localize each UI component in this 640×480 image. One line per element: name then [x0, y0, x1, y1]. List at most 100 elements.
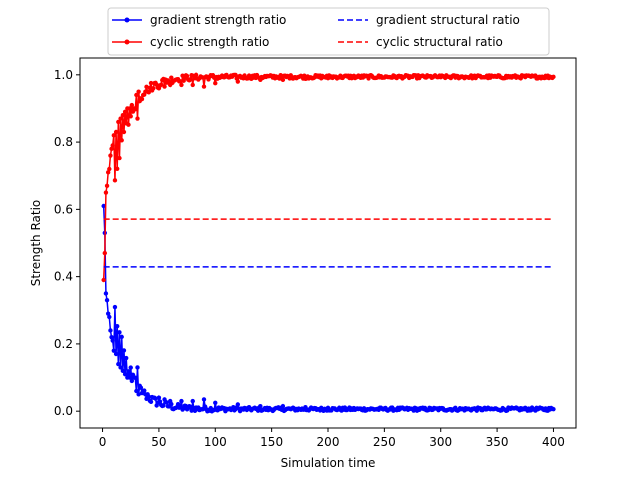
data-point: [122, 109, 128, 115]
data-point: [134, 92, 139, 98]
data-point: [112, 178, 118, 183]
data-point: [112, 304, 118, 310]
legend-entry-cyclic-strength: cyclic strength ratio: [150, 35, 269, 49]
data-point: [111, 348, 117, 353]
data-point: [551, 74, 556, 80]
data-point: [136, 89, 141, 94]
y-axis: 0.0 0.2 0.4 0.6 0.8 1.0: [54, 68, 80, 418]
data-point: [124, 355, 129, 361]
data-point: [119, 334, 124, 340]
data-point: [190, 82, 195, 88]
data-point: [119, 138, 124, 143]
x-tick-label: 400: [542, 435, 565, 449]
data-point: [190, 398, 195, 404]
data-point: [122, 371, 128, 377]
x-tick-label: 0: [99, 435, 107, 449]
data-point: [138, 385, 144, 390]
data-point: [117, 155, 122, 161]
data-point: [109, 146, 114, 152]
data-point: [129, 378, 135, 384]
data-point: [162, 84, 167, 89]
data-point: [169, 75, 174, 80]
legend-marker-cyclic-strength: [124, 39, 130, 45]
y-tick-label: 0.8: [54, 135, 73, 149]
data-point: [127, 106, 132, 111]
data-point: [188, 77, 193, 82]
data-point: [146, 394, 151, 399]
data-point: [164, 400, 169, 405]
data-point: [128, 365, 133, 370]
data-point: [129, 102, 135, 108]
data-point: [104, 183, 110, 189]
data-point: [188, 404, 193, 410]
y-axis-label: Strength Ratio: [29, 200, 43, 287]
legend: gradient strength ratio cyclic strength …: [107, 7, 550, 56]
data-point: [156, 395, 162, 400]
legend-box: [107, 7, 550, 56]
data-point: [113, 351, 119, 357]
y-tick-label: 0.2: [54, 337, 73, 351]
series-cyclic-strength-ratio: [101, 72, 556, 283]
data-point: [153, 396, 158, 401]
data-point: [551, 406, 556, 412]
x-tick-label: 100: [204, 435, 227, 449]
legend-entry-gradient-strength: gradient strength ratio: [150, 13, 286, 27]
data-point: [127, 375, 132, 380]
y-tick-label: 0.6: [54, 202, 73, 216]
data-point: [235, 402, 241, 407]
data-point: [193, 72, 199, 78]
data-point: [133, 107, 138, 112]
data-point: [144, 84, 149, 90]
data-point: [102, 250, 108, 256]
x-axis-label: Simulation time: [281, 456, 376, 470]
data-point: [121, 129, 127, 135]
y-tick-label: 0.4: [54, 270, 73, 284]
data-point: [161, 403, 166, 408]
data-point: [128, 114, 133, 119]
data-point: [142, 388, 147, 393]
data-point: [178, 79, 183, 84]
y-tick-label: 0.0: [54, 404, 73, 418]
data-point: [121, 348, 127, 353]
data-point: [126, 122, 131, 127]
data-point: [213, 81, 218, 86]
data-point: [157, 399, 163, 404]
data-point: [120, 112, 126, 118]
data-point: [146, 90, 151, 95]
data-point: [101, 203, 106, 209]
data-point: [110, 338, 115, 343]
data-point: [115, 166, 120, 171]
series-gradient-strength-ratio: [101, 203, 556, 414]
y-tick-label: 1.0: [54, 68, 73, 82]
data-point: [158, 82, 164, 87]
data-point: [258, 403, 263, 409]
data-point: [184, 73, 190, 79]
data-point: [178, 403, 183, 409]
data-point: [104, 297, 110, 303]
x-tick-label: 200: [317, 435, 340, 449]
data-point: [108, 328, 113, 333]
data-point: [103, 190, 109, 195]
data-point: [126, 369, 131, 374]
data-point: [107, 166, 112, 172]
data-point: [105, 170, 111, 175]
data-point: [108, 153, 113, 158]
data-point: [148, 80, 154, 86]
data-point: [139, 96, 145, 102]
x-tick-label: 300: [429, 435, 452, 449]
data-point: [111, 133, 117, 138]
data-point: [107, 314, 112, 320]
data-point: [136, 392, 141, 397]
data-point: [109, 334, 114, 340]
data-point: [118, 116, 123, 121]
data-point: [134, 388, 139, 394]
data-point: [110, 143, 115, 148]
data-point: [115, 323, 120, 329]
data-point: [201, 397, 207, 402]
data-point: [105, 311, 111, 316]
data-point: [120, 368, 126, 374]
legend-entry-cyclic-structural: cyclic structural ratio: [376, 35, 503, 49]
data-point: [235, 79, 241, 84]
legend-entry-gradient-structural: gradient structural ratio: [376, 13, 520, 27]
data-point: [103, 291, 109, 296]
